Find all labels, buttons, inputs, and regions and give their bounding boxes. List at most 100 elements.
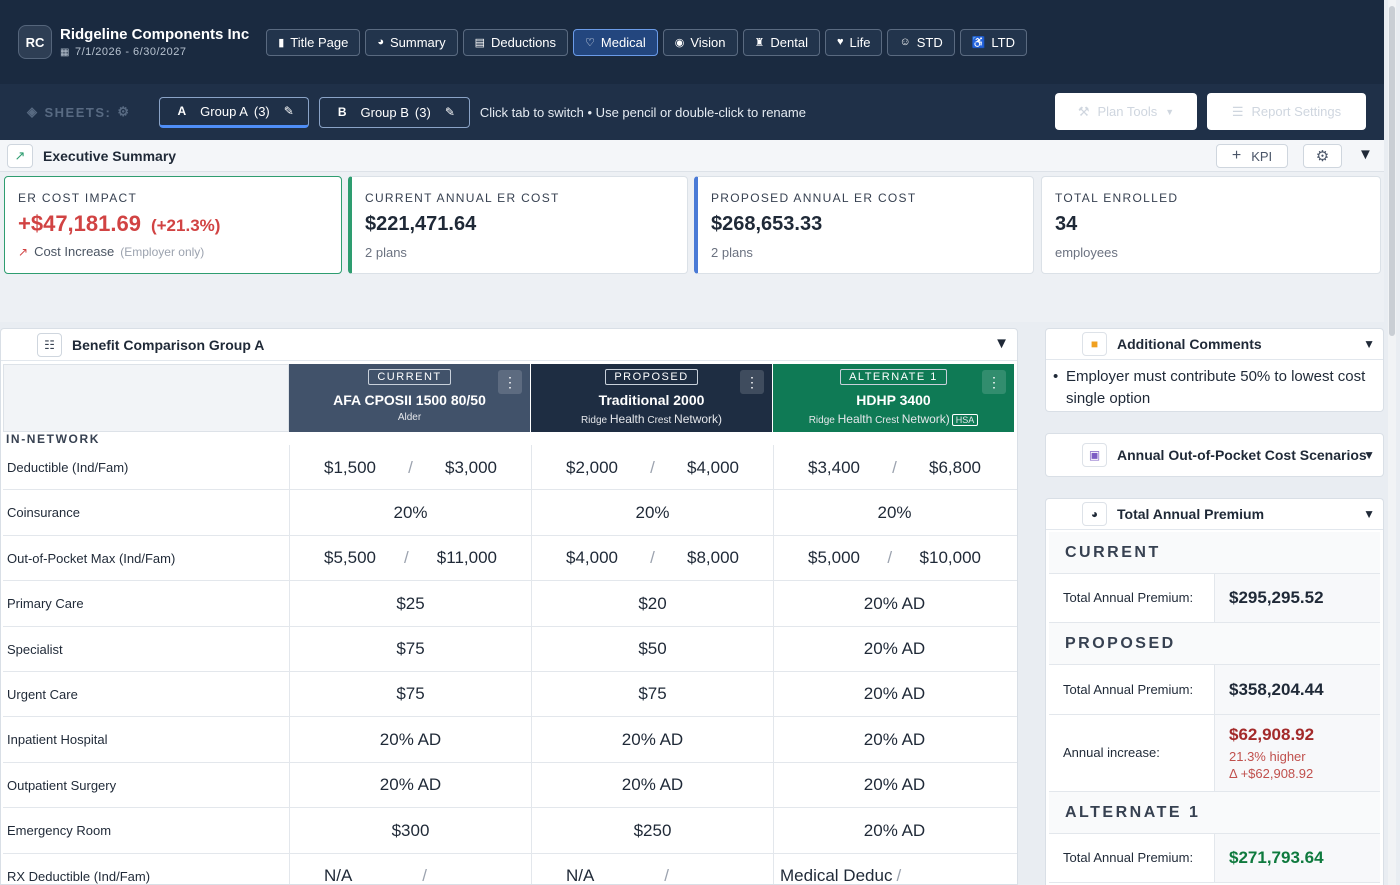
plan-network: Ridge Health Crest Network) HSA bbox=[773, 412, 1014, 426]
report-settings-button[interactable]: ☰ Report Settings bbox=[1207, 93, 1366, 130]
more-options-icon[interactable]: ⋮ bbox=[740, 370, 764, 394]
row-label: Coinsurance bbox=[7, 505, 80, 521]
table-cell: 20% AD bbox=[289, 717, 531, 763]
cell-value-fam: $4,000 bbox=[686, 457, 739, 477]
tab-deductions[interactable]: ▤ Deductions bbox=[462, 28, 569, 56]
cell-value-ind: $5,000 bbox=[808, 548, 860, 568]
more-options-icon[interactable]: ⋮ bbox=[982, 370, 1006, 394]
plan-tools-button[interactable]: ⚒ Plan Tools ▼ bbox=[1055, 93, 1197, 130]
sheets-label: ◈ SHEETS: ⚙ bbox=[27, 104, 131, 120]
sticky-note-icon: ■ bbox=[1082, 332, 1107, 356]
total-annual-premium-panel: ◕ Total Annual Premium ▼ CURRENT Total A… bbox=[1045, 498, 1384, 885]
summary-settings-button[interactable]: ⚙ bbox=[1303, 144, 1342, 168]
table-row: RX Deductible (Ind/Fam) N/A / N/A / Medical D… bbox=[3, 853, 1017, 885]
table-cell: $5,500/$11,000 bbox=[289, 535, 531, 581]
scrollbar-thumb[interactable] bbox=[1389, 6, 1395, 336]
cell-value: 20% AD bbox=[863, 684, 926, 704]
collapse-toggle-icon[interactable]: ▼ bbox=[1363, 507, 1375, 521]
cell-value: $300 bbox=[391, 820, 430, 840]
cell-value-ind: $4,000 bbox=[566, 548, 618, 568]
collapse-toggle-icon[interactable]: ▼ bbox=[1363, 337, 1375, 351]
table-cell: 20% AD bbox=[289, 762, 531, 808]
line-chart-icon: ↗ bbox=[7, 143, 33, 168]
section-label: IN-NETWORK bbox=[6, 432, 100, 446]
kpi-card-er-cost-impact: ER COST IMPACT +$47,181.69 (+21.3%) ↗ Cos… bbox=[4, 176, 342, 274]
cell-value: 20% AD bbox=[863, 729, 926, 749]
increase-delta: Δ +$62,908.92 bbox=[1229, 766, 1314, 781]
plan-name: HDHP 3400 bbox=[856, 392, 931, 408]
premium-value: $271,793.64 bbox=[1229, 848, 1324, 867]
tab-summary[interactable]: ◕ Summary bbox=[365, 28, 458, 56]
kpi-card-proposed-er-cost: PROPOSED ANNUAL ER COST $268,653.33 2 pl… bbox=[694, 176, 1034, 274]
hsa-badge: HSA bbox=[951, 414, 979, 426]
premium-value: $358,204.44 bbox=[1229, 679, 1324, 699]
table-cell: 20% AD bbox=[773, 581, 1015, 627]
tab-ltd[interactable]: ♿ LTD bbox=[959, 28, 1028, 56]
tab-medical[interactable]: ♡ Medical bbox=[573, 28, 658, 56]
kpi-percent: (+21.3%) bbox=[150, 216, 221, 235]
tab-life[interactable]: ♥ Life bbox=[824, 28, 883, 56]
table-cell: $25 bbox=[289, 581, 531, 627]
sheets-bar: ◈ SHEETS: ⚙ A Group A (3) ✎ B Group B (3… bbox=[0, 84, 1384, 140]
table-row: Primary Care $25 $20 20% AD bbox=[3, 581, 1017, 627]
premium-title: Total Annual Premium bbox=[1117, 506, 1265, 522]
pencil-icon[interactable]: ✎ bbox=[444, 105, 455, 119]
plan-network: Ridge Health Crest Network) bbox=[580, 412, 723, 426]
sheet-tab-group-b[interactable]: B Group B (3) ✎ bbox=[318, 96, 470, 128]
table-icon: ▤ bbox=[474, 36, 485, 49]
sheet-tab-group-a[interactable]: A Group A (3) ✎ bbox=[158, 96, 309, 128]
sheet-hint: Click tab to switch • Use pencil or doub… bbox=[479, 104, 806, 120]
cell-value: $50 bbox=[638, 639, 667, 659]
cell-value-ind: $1,500 bbox=[324, 457, 376, 477]
premium-row: Total Annual Premium: $271,793.64 bbox=[1049, 834, 1380, 883]
table-row: Out-of-Pocket Max (Ind/Fam) $5,500/$11,00… bbox=[3, 535, 1017, 582]
table-row: Inpatient Hospital 20% AD 20% AD 20% AD bbox=[3, 717, 1017, 763]
cell-value: $25 bbox=[396, 593, 425, 613]
premium-row: Total Annual Premium: $295,295.52 bbox=[1049, 574, 1380, 623]
cell-value: $250 bbox=[633, 820, 672, 840]
plan-name: Traditional 2000 bbox=[598, 392, 705, 408]
add-kpi-button[interactable]: + KPI bbox=[1216, 144, 1288, 168]
table-cell: $50 bbox=[531, 626, 773, 672]
collapse-toggle-icon[interactable]: ▼ bbox=[994, 335, 1009, 352]
premium-value: $295,295.52 bbox=[1229, 588, 1324, 607]
cell-value: $75 bbox=[396, 639, 425, 659]
pencil-icon[interactable]: ✎ bbox=[283, 104, 294, 118]
plus-icon: + bbox=[1231, 147, 1242, 164]
tab-vision[interactable]: ◉ Vision bbox=[662, 28, 738, 56]
page-scrollbar[interactable] bbox=[1388, 0, 1396, 885]
additional-comments-panel: ■ Additional Comments ▼ Employer must co… bbox=[1045, 328, 1384, 412]
collapse-toggle-icon[interactable]: ▼ bbox=[1358, 146, 1373, 163]
more-options-icon[interactable]: ⋮ bbox=[498, 370, 522, 394]
plan-header-alternate-1: ALTERNATE 1 HDHP 3400 Ridge Health Crest… bbox=[773, 364, 1014, 432]
table-row: Outpatient Surgery 20% AD 20% AD 20% AD bbox=[3, 762, 1017, 809]
wheelchair-icon: ♿ bbox=[971, 36, 986, 49]
eye-icon: ◉ bbox=[674, 36, 685, 49]
collapse-toggle-icon[interactable]: ▼ bbox=[1363, 448, 1375, 462]
calculator-icon: ▣ bbox=[1082, 443, 1107, 467]
cell-value-ind: Medical Deduc bbox=[780, 866, 893, 885]
cell-value-fam: $6,800 bbox=[928, 457, 981, 477]
premium-section-current: CURRENT bbox=[1049, 532, 1380, 574]
cell-value: $20 bbox=[638, 593, 667, 613]
trend-up-icon: ↗ bbox=[18, 244, 29, 259]
table-cell: $75 bbox=[289, 626, 531, 672]
executive-summary-title: Executive Summary bbox=[43, 147, 177, 164]
table-cell: $5,000/$10,000 bbox=[773, 535, 1015, 581]
annual-increase-row: Annual increase: $62,908.92 21.3% higher… bbox=[1049, 715, 1380, 792]
table-cell: Medical Deduc / bbox=[773, 853, 1015, 885]
table-cell: 20% AD bbox=[773, 717, 1015, 763]
table-row: Urgent Care $75 $75 20% AD bbox=[3, 671, 1017, 718]
table-cell: $75 bbox=[289, 671, 531, 717]
gear-icon[interactable]: ⚙ bbox=[117, 104, 131, 119]
cell-value-ind: $3,400 bbox=[808, 457, 860, 477]
cell-value: 20% bbox=[877, 502, 912, 522]
premium-section-proposed: PROPOSED bbox=[1049, 623, 1380, 665]
wrench-icon: ⚒ bbox=[1077, 103, 1090, 119]
company-avatar: RC bbox=[18, 25, 52, 59]
tab-title-page[interactable]: ▮ Title Page bbox=[266, 28, 361, 56]
tab-dental[interactable]: ♜ Dental bbox=[742, 28, 820, 56]
row-label: Outpatient Surgery bbox=[7, 777, 117, 793]
tab-std[interactable]: ☺ STD bbox=[887, 28, 955, 56]
table-row: Deductible (Ind/Fam) $1,500/$3,000 $2,000/… bbox=[3, 445, 1017, 491]
